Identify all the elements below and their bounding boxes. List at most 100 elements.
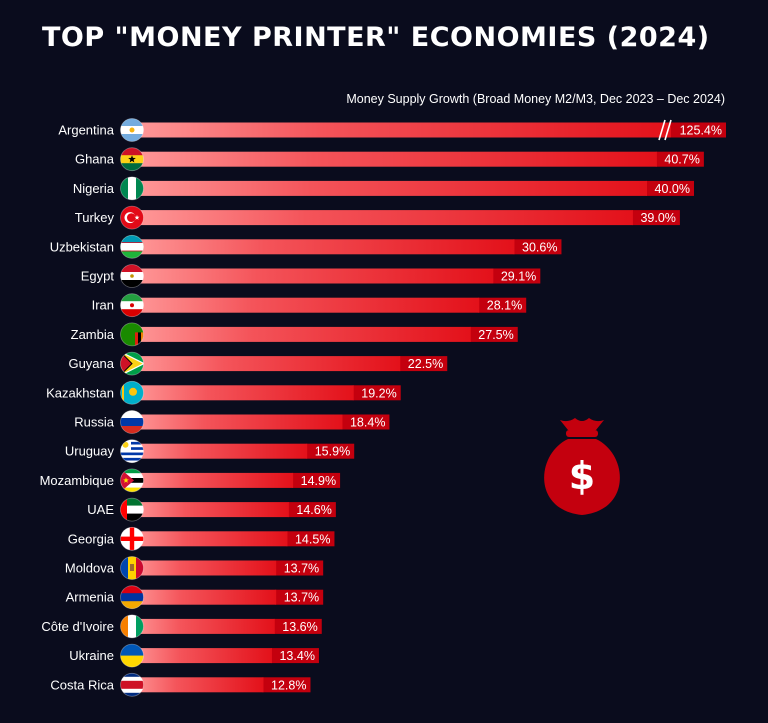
value-box <box>492 268 541 284</box>
value-box <box>292 472 341 488</box>
country-label: Mozambique <box>40 473 114 488</box>
zambia-flag-icon <box>120 322 144 347</box>
bar <box>130 239 515 255</box>
bar-row-mozambique: 14.9% Mozambique <box>40 468 341 493</box>
value-label: 40.7% <box>664 153 699 167</box>
value-box <box>270 648 319 664</box>
value-box <box>513 239 562 255</box>
value-label: 125.4% <box>680 124 722 138</box>
bar <box>130 268 494 284</box>
russia-flag-icon <box>120 410 144 434</box>
axis-break-icon <box>658 119 672 141</box>
costa-rica-flag-icon <box>120 672 144 697</box>
bar <box>130 326 471 342</box>
bar <box>130 677 264 693</box>
value-box <box>478 297 527 313</box>
bar <box>130 180 647 196</box>
value-box <box>306 443 355 459</box>
bar-row-kazakhstan: 19.2% Kazakhstan <box>46 380 401 405</box>
country-label: Russia <box>74 415 115 430</box>
bar-row-ukraine: 13.4% Ukraine <box>69 643 319 668</box>
bar <box>130 472 294 488</box>
country-label: Ghana <box>75 152 115 167</box>
guyana-flag-icon <box>120 351 144 376</box>
argentina-flag-icon <box>120 118 144 142</box>
value-box <box>646 180 694 196</box>
value-box <box>655 151 704 167</box>
bar <box>130 502 289 518</box>
bar-row-c-te-d-ivoire: 13.6% Côte d'Ivoire <box>41 614 322 639</box>
bar-row-russia: 18.4% Russia <box>74 410 390 434</box>
bar <box>130 531 288 547</box>
bar-row-iran: 28.1% Iran <box>92 293 527 318</box>
chart-subtitle: Money Supply Growth (Broad Money M2/M3, … <box>346 92 725 106</box>
country-label: Armenia <box>66 590 115 605</box>
armenia-flag-icon <box>120 585 144 610</box>
bar-row-argentina: 125.4% Argentina <box>58 118 726 142</box>
value-label: 28.1% <box>487 299 522 313</box>
bar-row-uruguay: 15.9% Uruguay <box>65 439 355 464</box>
value-box <box>399 356 448 372</box>
value-label: 30.6% <box>522 240 557 254</box>
country-label: UAE <box>87 502 114 517</box>
bar <box>130 618 275 634</box>
bar <box>130 648 272 664</box>
country-label: Egypt <box>81 269 115 284</box>
value-box <box>352 385 401 401</box>
money-bag-icon: $ <box>544 418 620 515</box>
bar-row-nigeria: 40.0% Nigeria <box>73 176 694 201</box>
bar-row-uzbekistan: 30.6% Uzbekistan <box>50 234 562 259</box>
ghana-flag-icon <box>120 147 144 172</box>
value-label: 13.7% <box>284 591 319 605</box>
value-box <box>631 210 680 226</box>
value-label: 13.6% <box>282 620 317 634</box>
country-label: Kazakhstan <box>46 385 114 400</box>
bar <box>130 385 354 401</box>
bar-row-armenia: 13.7% Armenia <box>66 585 324 610</box>
turkey-flag-icon <box>120 205 144 230</box>
bar <box>130 589 277 605</box>
dollar-icon: $ <box>569 454 595 498</box>
value-box <box>469 326 518 342</box>
value-label: 13.4% <box>279 649 314 663</box>
country-label: Nigeria <box>73 181 115 196</box>
country-label: Moldova <box>65 561 115 576</box>
value-label: 22.5% <box>408 357 443 371</box>
country-label: Turkey <box>75 210 115 225</box>
kazakhstan-flag-icon <box>120 380 144 405</box>
country-label: Iran <box>92 298 114 313</box>
value-box <box>287 502 336 518</box>
bar <box>130 356 401 372</box>
mozambique-flag-icon <box>120 468 144 493</box>
country-label: Guyana <box>68 356 114 371</box>
bar <box>130 151 657 167</box>
iran-flag-icon <box>120 293 144 318</box>
bar <box>130 560 277 576</box>
bar-row-uae: 14.6% UAE <box>87 497 336 522</box>
egypt-flag-icon <box>120 264 144 288</box>
bar <box>130 297 480 313</box>
moldova-flag-icon <box>120 556 144 580</box>
bar-row-costa-rica: 12.8% Costa Rica <box>50 672 311 697</box>
bar <box>130 210 633 226</box>
value-box <box>275 589 324 605</box>
country-label: Uruguay <box>65 444 115 459</box>
bar-row-zambia: 27.5% Zambia <box>71 322 518 347</box>
value-label: 19.2% <box>361 386 396 400</box>
value-label: 14.5% <box>295 532 330 546</box>
bar <box>130 443 308 459</box>
bar-row-guyana: 22.5% Guyana <box>68 351 448 376</box>
value-label: 40.0% <box>655 182 690 196</box>
bar-row-ghana: 40.7% Ghana <box>75 147 704 172</box>
country-label: Côte d'Ivoire <box>41 619 114 634</box>
country-label: Zambia <box>71 327 115 342</box>
country-label: Uzbekistan <box>50 239 114 254</box>
value-box <box>341 414 390 430</box>
value-label: 14.9% <box>301 474 336 488</box>
value-label: 15.9% <box>315 445 350 459</box>
country-label: Ukraine <box>69 648 114 663</box>
value-label: 18.4% <box>350 416 385 430</box>
country-label: Georgia <box>68 531 115 546</box>
value-box <box>286 531 335 547</box>
nigeria-flag-icon <box>120 176 144 201</box>
